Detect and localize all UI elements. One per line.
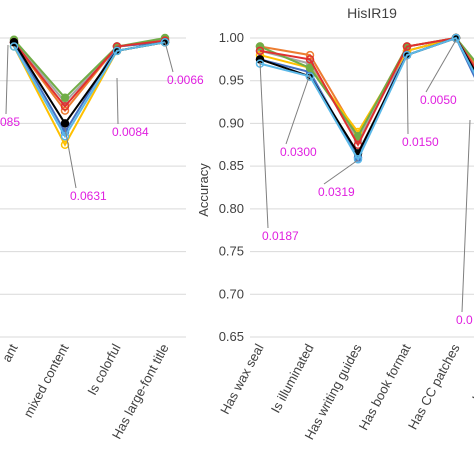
annotation: 0.0319 xyxy=(318,185,355,199)
data-point xyxy=(60,131,70,141)
y-tick-label: 0.80 xyxy=(219,201,244,216)
data-point xyxy=(353,155,363,164)
leader-line xyxy=(461,119,471,313)
x-tick-label: Is illuminated xyxy=(268,341,317,415)
annotation: 0.0300 xyxy=(280,145,317,159)
leader-line xyxy=(406,57,409,135)
series-line xyxy=(13,41,166,139)
series-line xyxy=(259,36,474,162)
data-point xyxy=(255,46,265,56)
x-tick-label: Is colorful xyxy=(84,341,123,397)
y-tick-label: 0.95 xyxy=(219,73,244,88)
annotation: 0.0631 xyxy=(70,189,107,203)
x-tick-label: Has wax seal xyxy=(217,341,267,416)
annotation: 0.0050 xyxy=(420,93,457,107)
x-tick-label: Has book format xyxy=(356,341,414,433)
data-point xyxy=(112,46,122,56)
chart-title: HisIR19 xyxy=(347,5,397,21)
data-point xyxy=(305,63,315,73)
leader-line xyxy=(259,61,269,229)
leader-line xyxy=(323,159,359,185)
y-tick-label: 0.85 xyxy=(219,158,244,173)
data-point xyxy=(60,102,70,111)
leader-line xyxy=(425,39,457,93)
annotation: 0.0084 xyxy=(112,125,149,139)
data-point xyxy=(402,42,412,51)
data-point xyxy=(305,72,315,81)
data-point xyxy=(60,119,70,128)
annotation: 085 xyxy=(0,115,20,129)
y-tick-label: 0.65 xyxy=(219,329,244,344)
y-tick-label: 0.75 xyxy=(219,244,244,259)
y-tick-label: 1.00 xyxy=(219,30,244,45)
leader-line xyxy=(116,77,119,125)
series-line xyxy=(13,39,166,108)
data-point xyxy=(160,38,170,47)
series-line xyxy=(259,36,474,147)
data-point xyxy=(305,55,315,64)
y-axis-title: Accuracy xyxy=(196,163,211,217)
data-point xyxy=(60,93,70,103)
annotation: 0.0187 xyxy=(262,229,299,243)
x-tick-label: mixed content xyxy=(20,341,71,420)
leader-line xyxy=(164,41,174,73)
series-line xyxy=(259,36,474,139)
y-tick-label: 0.90 xyxy=(219,115,244,130)
data-point xyxy=(451,33,461,43)
y-tick-label: 0.70 xyxy=(219,286,244,301)
data-point xyxy=(9,42,19,51)
series-line xyxy=(13,37,166,100)
leader-line xyxy=(285,73,311,145)
x-tick-label: Has see-th xyxy=(469,341,474,404)
x-tick-label: Has CC patches xyxy=(405,341,463,432)
leader-line xyxy=(5,44,9,115)
annotation: 0.0150 xyxy=(402,135,439,149)
annotation: 0.0066 xyxy=(167,73,204,87)
annotation: 0.0 xyxy=(456,313,473,327)
x-tick-label: ant xyxy=(0,341,21,364)
leader-line xyxy=(64,127,77,189)
